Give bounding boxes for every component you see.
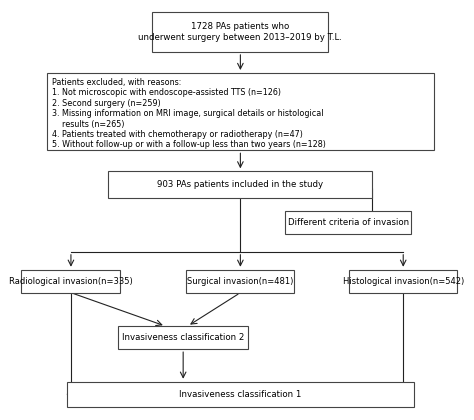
FancyBboxPatch shape bbox=[109, 171, 373, 199]
FancyBboxPatch shape bbox=[47, 73, 434, 150]
Text: Surgical invasion(n=481): Surgical invasion(n=481) bbox=[187, 277, 293, 286]
FancyBboxPatch shape bbox=[186, 270, 294, 293]
Text: 1728 PAs patients who
underwent surgery between 2013–2019 by T.L.: 1728 PAs patients who underwent surgery … bbox=[138, 22, 342, 42]
FancyBboxPatch shape bbox=[349, 270, 457, 293]
Text: Radiological invasion(n=335): Radiological invasion(n=335) bbox=[9, 277, 133, 286]
FancyBboxPatch shape bbox=[21, 270, 120, 293]
FancyBboxPatch shape bbox=[66, 382, 414, 407]
FancyBboxPatch shape bbox=[152, 12, 328, 52]
Text: Invasiveness classification 1: Invasiveness classification 1 bbox=[179, 390, 301, 399]
Text: Patients excluded, with reasons:
1. Not microscopic with endoscope-assisted TTS : Patients excluded, with reasons: 1. Not … bbox=[52, 78, 326, 150]
Text: Histological invasion(n=542): Histological invasion(n=542) bbox=[343, 277, 464, 286]
Text: Different criteria of invasion: Different criteria of invasion bbox=[288, 218, 409, 227]
Text: Invasiveness classification 2: Invasiveness classification 2 bbox=[122, 333, 245, 342]
FancyBboxPatch shape bbox=[285, 211, 411, 234]
Text: 903 PAs patients included in the study: 903 PAs patients included in the study bbox=[157, 180, 323, 189]
FancyBboxPatch shape bbox=[118, 326, 248, 349]
